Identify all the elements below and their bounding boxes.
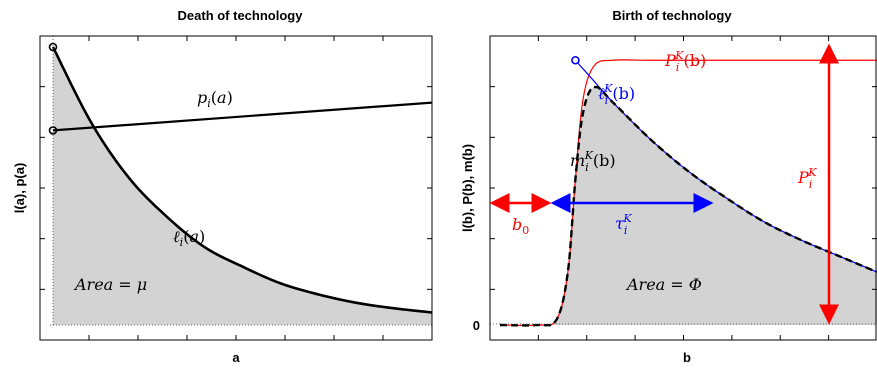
right-series-m [499, 85, 877, 327]
left-ylabel: l(a), p(a) [12, 163, 27, 214]
left-label-area: Area = μ [73, 275, 147, 294]
left-l-start-marker [48, 42, 58, 52]
left-area-fill [53, 47, 432, 325]
left-xlabel: a [232, 350, 240, 365]
right-label-b0: b0 [512, 215, 529, 237]
right-label-area: Area = Φ [625, 275, 702, 294]
right-ticks [490, 36, 877, 340]
left-series-p [52, 101, 433, 132]
right-label-m: miK(b) [570, 149, 616, 174]
right-label-P: PiK(b) [664, 49, 706, 74]
left-label-l: ℓi(a) [173, 227, 205, 249]
right-ytick-0: 0 [473, 318, 480, 333]
left-label-p: pi(a) [197, 88, 233, 110]
left-ticks [40, 36, 432, 340]
right-l-start-marker [571, 55, 580, 65]
left-series-l [51, 46, 433, 314]
left-title: Death of technology [178, 8, 304, 23]
right-label-l: ℓiK(b) [598, 82, 635, 107]
right-plot [489, 35, 877, 341]
left-plot [39, 35, 433, 341]
right-title: Birth of technology [612, 8, 732, 23]
right-label-P-height: PiK [797, 166, 817, 191]
right-ylabel: l(b), P(b), m(b) [460, 144, 475, 232]
right-xlabel: b [683, 350, 691, 365]
